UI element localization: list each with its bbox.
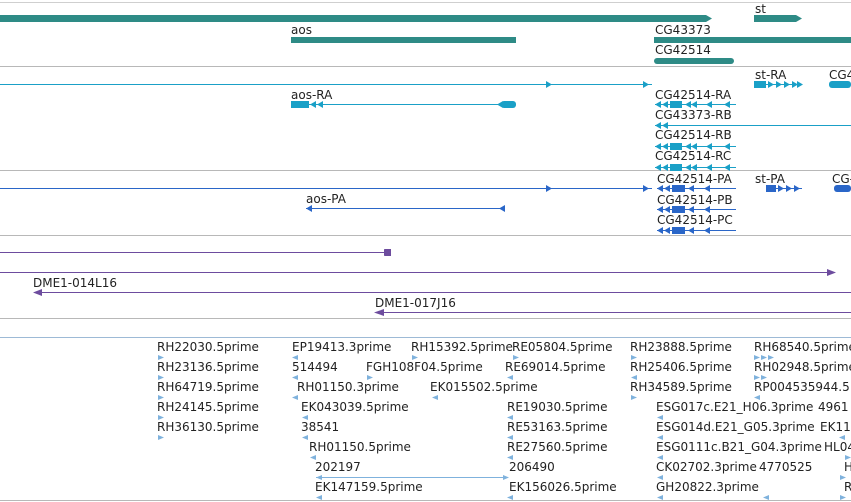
est-label[interactable]: FGH108F04.5prime [366,360,483,374]
est-label[interactable]: RH68540.5prime [754,340,851,354]
transcript-label-cg43373-rb[interactable]: CG43373-RB [655,108,732,122]
est-label[interactable]: 38541 [301,420,340,434]
est-label[interactable]: ESG0111c.B21_G04.3prime [656,440,822,454]
est-label[interactable]: RE69014.5prime [505,360,606,374]
est-track [158,355,851,500]
track-divider [0,337,851,338]
est-label[interactable]: R [844,480,851,494]
est-label[interactable]: RH15392.5prime [411,340,513,354]
est-label[interactable]: EK156026.5prime [509,480,617,494]
protein-label-st-pa[interactable]: st-PA [755,172,785,186]
track-divider [0,235,851,236]
est-label[interactable]: RE53163.5prime [507,420,608,434]
est-label[interactable]: RP004535944.5 [754,380,850,394]
gene-label-aos[interactable]: aos [291,23,312,37]
est-label[interactable]: RH01150.3prime [297,380,399,394]
transcript-label-cg42514-ra[interactable]: CG42514-RA [655,88,732,102]
est-label[interactable]: HL04 [824,440,851,454]
gene-label-st[interactable]: st [755,2,766,16]
est-label[interactable]: RH01150.5prime [309,440,411,454]
est-label[interactable]: 4770525 [759,460,813,474]
protein-label-cg42514-pb[interactable]: CG42514-PB [657,193,733,207]
transcript-label-cg4[interactable]: CG4 [829,68,851,82]
est-label[interactable]: EK147159.5prime [315,480,423,494]
gene-label-cg43373[interactable]: CG43373 [655,23,711,37]
est-label[interactable]: 514494 [292,360,338,374]
transcript-label-aos-ra[interactable]: aos-RA [291,88,333,102]
est-label[interactable]: ESG017c.E21_H06.3prime [656,400,814,414]
protein-track [0,185,851,234]
est-label[interactable]: RE19030.5prime [507,400,608,414]
gene-bar-aos [291,37,516,43]
transcript-label-st-ra[interactable]: st-RA [755,68,787,82]
protein-label-cg-partial[interactable]: CG- [832,172,851,186]
gene-bar-cg42514 [654,58,734,64]
est-label[interactable]: EK043039.5prime [301,400,409,414]
protein-label-aos-pa[interactable]: aos-PA [306,192,346,206]
est-label[interactable]: RH24145.5prime [157,400,259,414]
track-divider [0,318,851,319]
est-label[interactable]: RH02948.5prime [754,360,851,374]
est-label[interactable]: RE05804.5prime [512,340,613,354]
transcript-track [0,81,851,171]
est-label[interactable]: CK02702.3prime [656,460,757,474]
transcript-label-cg42514-rc[interactable]: CG42514-RC [655,149,732,163]
track-divider [0,500,851,501]
est-label[interactable]: 206490 [509,460,555,474]
transcript-label-cg42514-rb[interactable]: CG42514-RB [655,128,732,142]
protein-label-cg42514-pc[interactable]: CG42514-PC [657,213,733,227]
est-label[interactable]: EK015502.5prime [430,380,538,394]
track-divider [0,66,851,67]
est-label[interactable]: RH64719.5prime [157,380,259,394]
est-label[interactable]: RH25406.5prime [630,360,732,374]
est-label[interactable]: RH34589.5prime [630,380,732,394]
est-label[interactable]: GH20822.3prime [656,480,759,494]
clone-track [0,249,851,316]
gene-label-cg42514[interactable]: CG42514 [655,43,711,57]
est-label[interactable]: RH23136.5prime [157,360,259,374]
gene-bar [0,15,706,22]
est-label[interactable]: EK11 [820,420,851,434]
est-label[interactable]: RH22030.5prime [157,340,259,354]
track-divider [0,2,851,3]
clone-label-dme1-014l16[interactable]: DME1-014L16 [33,276,117,290]
est-label[interactable]: 202197 [315,460,361,474]
gene-bar [706,15,712,22]
est-label[interactable]: RH23888.5prime [630,340,732,354]
est-label[interactable]: ESG014d.E21_G05.3prime [656,420,815,434]
est-label[interactable]: H [844,460,851,474]
clone-label-dme1-017j16[interactable]: DME1-017J16 [375,296,456,310]
est-label[interactable]: RE27560.5prime [507,440,608,454]
track-divider [0,170,851,171]
gene-track [0,15,851,64]
protein-label-cg42514-pa[interactable]: CG42514-PA [657,172,732,186]
est-label[interactable]: 4961 [818,400,849,414]
est-label[interactable]: RH36130.5prime [157,420,259,434]
gene-bar-st [754,15,802,22]
gene-bar-cg43373 [654,37,851,43]
est-label[interactable]: EP19413.3prime [292,340,392,354]
